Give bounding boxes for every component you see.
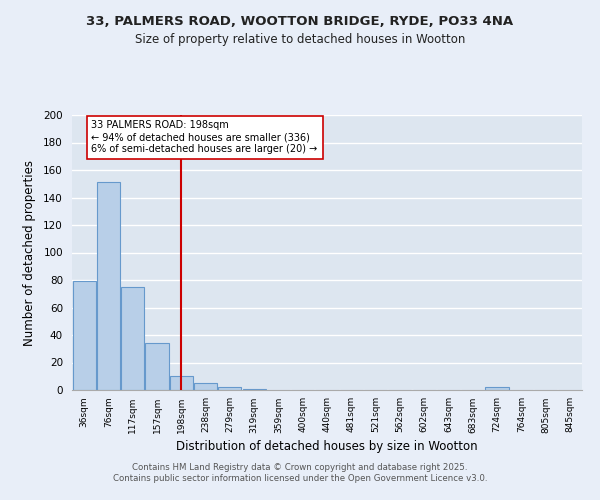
Bar xyxy=(145,343,169,390)
Bar xyxy=(170,376,193,390)
X-axis label: Distribution of detached houses by size in Wootton: Distribution of detached houses by size … xyxy=(176,440,478,452)
Bar xyxy=(218,387,241,390)
Text: Size of property relative to detached houses in Wootton: Size of property relative to detached ho… xyxy=(135,32,465,46)
Bar xyxy=(194,383,217,390)
Y-axis label: Number of detached properties: Number of detached properties xyxy=(23,160,36,346)
Bar xyxy=(242,388,266,390)
Bar xyxy=(121,287,144,390)
Text: 33, PALMERS ROAD, WOOTTON BRIDGE, RYDE, PO33 4NA: 33, PALMERS ROAD, WOOTTON BRIDGE, RYDE, … xyxy=(86,15,514,28)
Text: Contains HM Land Registry data © Crown copyright and database right 2025.: Contains HM Land Registry data © Crown c… xyxy=(132,462,468,471)
Bar xyxy=(485,387,509,390)
Bar xyxy=(73,282,95,390)
Bar xyxy=(97,182,120,390)
Text: 33 PALMERS ROAD: 198sqm
← 94% of detached houses are smaller (336)
6% of semi-de: 33 PALMERS ROAD: 198sqm ← 94% of detache… xyxy=(91,120,317,154)
Text: Contains public sector information licensed under the Open Government Licence v3: Contains public sector information licen… xyxy=(113,474,487,483)
